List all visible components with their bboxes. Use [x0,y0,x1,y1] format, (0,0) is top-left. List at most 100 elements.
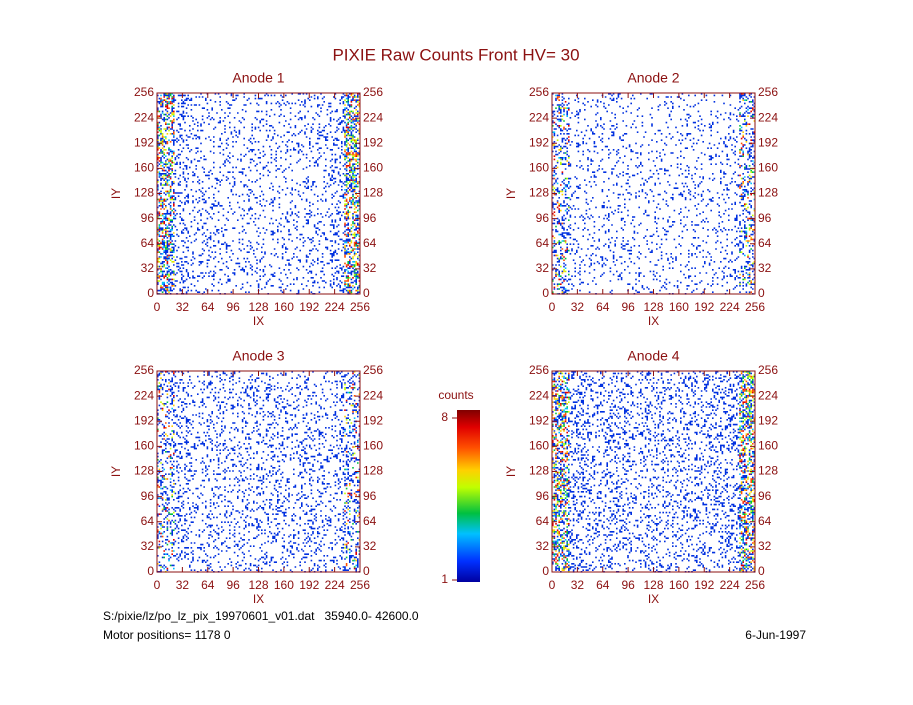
y-tick-label: 96 [363,211,377,225]
y-tick-label: 256 [134,363,154,377]
x-tick-label: 256 [350,300,370,314]
y-tick-label: 64 [141,236,155,250]
x-tick-label: 224 [720,300,740,314]
x-tick-label: 224 [325,300,345,314]
x-tick-label: 32 [176,578,190,592]
x-tick-label: 0 [154,578,161,592]
figure-title: PIXIE Raw Counts Front HV= 30 [332,45,579,64]
x-tick-label: 64 [596,578,610,592]
y-tick-label: 96 [141,211,155,225]
y-tick-label: 32 [141,261,155,275]
texture [552,93,756,295]
x-tick-label: 32 [176,300,190,314]
panel-title: Anode 4 [627,348,679,364]
y-tick-label: 256 [363,363,383,377]
y-tick-label: 128 [529,464,549,478]
x-tick-label: 256 [350,578,370,592]
x-tick-label: 0 [154,300,161,314]
y-tick-label: 160 [363,439,383,453]
y-tick-label: 32 [363,539,377,553]
colorbar-tick-label: 8 [441,410,448,424]
x-tick-label: 192 [694,300,714,314]
y-tick-label: 64 [363,236,377,250]
y-tick-label: 32 [536,261,550,275]
x-tick-label: 160 [274,300,294,314]
y-tick-label: 256 [529,85,549,99]
y-tick-label: 0 [363,564,370,578]
y-tick-label: 224 [363,110,383,124]
y-tick-label: 96 [141,489,155,503]
y-tick-label: 128 [758,464,778,478]
x-tick-label: 96 [621,578,635,592]
y-tick-label: 128 [134,186,154,200]
y-tick-label: 192 [758,413,778,427]
y-tick-label: 32 [536,539,550,553]
y-tick-label: 0 [758,564,765,578]
y-tick-label: 192 [134,413,154,427]
x-tick-label: 224 [720,578,740,592]
x-tick-label: 128 [248,300,268,314]
x-tick-label: 0 [549,300,556,314]
y-tick-label: 0 [542,286,549,300]
y-tick-label: 256 [758,85,778,99]
y-tick-label: 160 [758,439,778,453]
y-tick-label: 64 [536,236,550,250]
y-axis-label: IY [504,466,518,477]
x-tick-label: 192 [694,578,714,592]
x-tick-label: 192 [299,578,319,592]
texture [552,94,756,295]
y-tick-label: 64 [758,514,772,528]
texture [157,387,361,570]
y-tick-label: 128 [529,186,549,200]
x-tick-label: 128 [248,578,268,592]
y-tick-label: 192 [529,135,549,149]
y-tick-label: 96 [363,489,377,503]
y-tick-label: 128 [363,186,383,200]
x-tick-label: 32 [571,578,585,592]
colorbar-tick-label: 1 [441,572,448,586]
x-tick-label: 64 [596,300,610,314]
x-axis-label: IX [253,314,264,328]
y-tick-label: 96 [758,211,772,225]
y-tick-label: 160 [529,439,549,453]
x-tick-label: 96 [226,300,240,314]
y-tick-label: 0 [363,286,370,300]
panel-title: Anode 2 [627,70,679,86]
x-tick-label: 192 [299,300,319,314]
x-tick-label: 256 [745,300,765,314]
y-tick-label: 64 [758,236,772,250]
y-tick-label: 96 [758,489,772,503]
x-tick-label: 64 [201,578,215,592]
texture [157,96,361,292]
y-tick-label: 256 [529,363,549,377]
y-tick-label: 192 [363,135,383,149]
y-tick-label: 224 [529,388,549,402]
texture [157,93,361,289]
y-tick-label: 224 [134,110,154,124]
y-tick-label: 224 [758,110,778,124]
texture [552,93,756,295]
colorbar-label: counts [438,388,473,402]
texture [157,371,361,573]
y-tick-label: 96 [536,489,550,503]
y-tick-label: 256 [363,85,383,99]
panel-title: Anode 3 [232,348,284,364]
texture [552,93,756,293]
x-tick-label: 0 [549,578,556,592]
y-axis-label: IY [504,188,518,199]
y-tick-label: 160 [134,439,154,453]
y-tick-label: 160 [134,161,154,175]
y-tick-label: 128 [758,186,778,200]
texture [157,93,361,295]
x-tick-label: 256 [745,578,765,592]
motor-info: Motor positions= 1178 0 [103,628,231,642]
texture [157,385,361,568]
y-tick-label: 32 [758,261,772,275]
x-tick-label: 128 [643,300,663,314]
y-tick-label: 192 [758,135,778,149]
y-tick-label: 96 [536,211,550,225]
colorbar [457,410,480,582]
y-axis-label: IY [109,466,123,477]
y-tick-label: 224 [363,388,383,402]
